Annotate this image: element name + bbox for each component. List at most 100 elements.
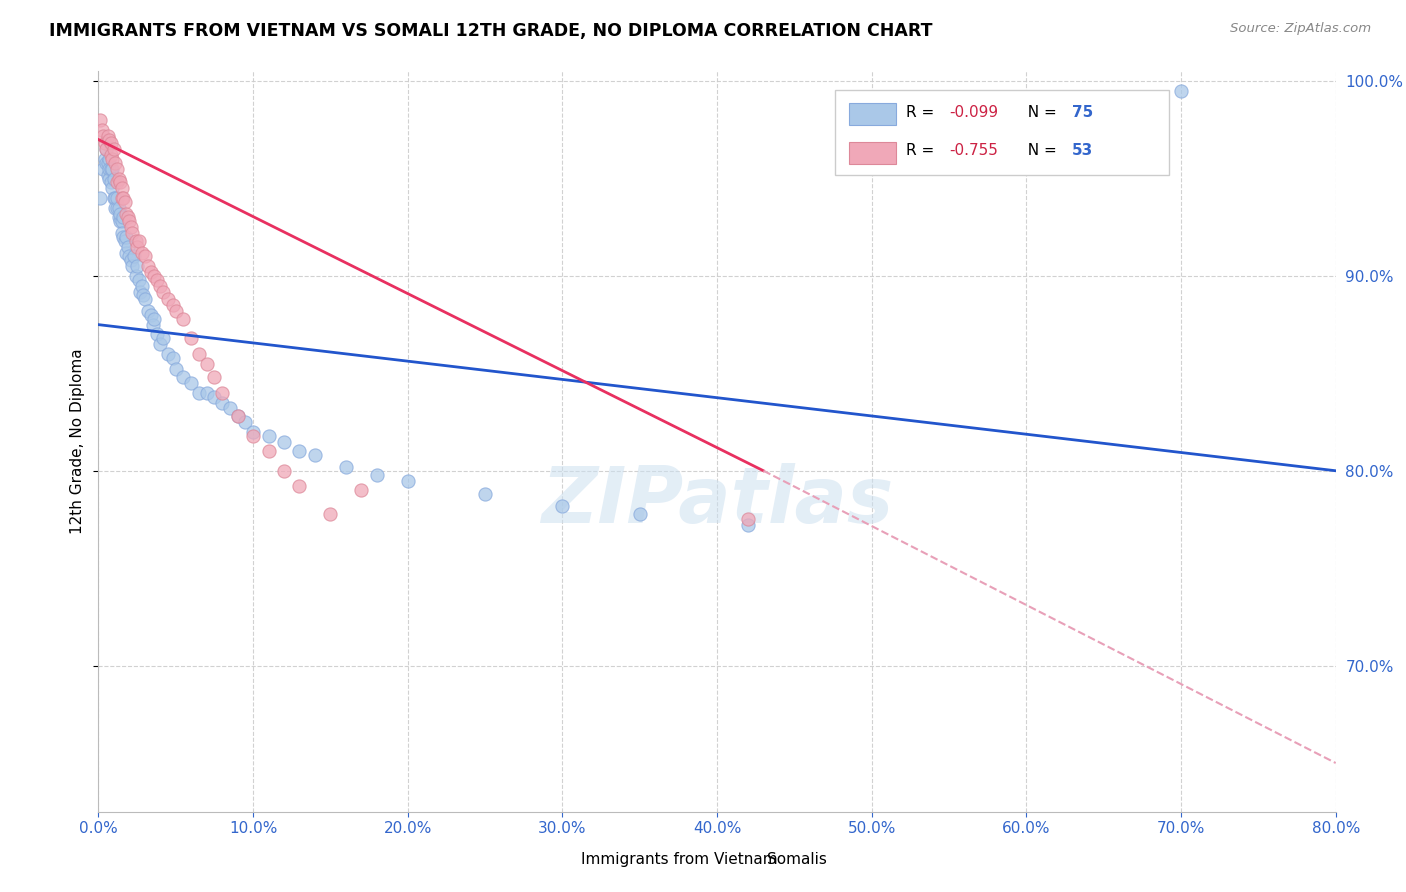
Point xyxy=(132,288,155,302)
Point xyxy=(129,285,152,299)
Point xyxy=(100,161,122,176)
Point xyxy=(112,191,135,205)
Point xyxy=(146,273,169,287)
Point xyxy=(103,191,125,205)
Point xyxy=(162,298,184,312)
Point xyxy=(117,211,139,225)
Point xyxy=(165,362,187,376)
Point xyxy=(157,293,180,307)
Point xyxy=(551,499,574,513)
Point xyxy=(180,376,202,390)
Point xyxy=(104,191,127,205)
Point xyxy=(120,220,142,235)
Point xyxy=(127,259,149,273)
Point xyxy=(273,434,295,449)
Point xyxy=(173,370,195,384)
Point xyxy=(288,479,311,493)
Point xyxy=(304,448,326,462)
Point xyxy=(105,161,128,176)
Point xyxy=(157,347,180,361)
Text: N =: N = xyxy=(1018,143,1062,158)
Point xyxy=(120,253,142,268)
Point xyxy=(128,273,150,287)
Text: N =: N = xyxy=(1018,104,1062,120)
Point xyxy=(350,483,373,498)
Point xyxy=(121,259,143,273)
Point xyxy=(111,214,134,228)
Point xyxy=(98,171,121,186)
Point xyxy=(319,507,342,521)
Point xyxy=(226,409,249,424)
Point xyxy=(188,385,211,400)
Point xyxy=(107,171,129,186)
Text: 75: 75 xyxy=(1073,104,1094,120)
Point xyxy=(127,240,149,254)
Point xyxy=(188,347,211,361)
Point xyxy=(152,331,174,345)
Point xyxy=(136,304,159,318)
Point xyxy=(1170,84,1192,98)
Point xyxy=(366,467,388,482)
Text: -0.755: -0.755 xyxy=(949,143,998,158)
Point xyxy=(121,226,143,240)
Point xyxy=(737,512,759,526)
Point xyxy=(97,156,120,170)
Point xyxy=(139,308,162,322)
Point xyxy=(114,194,136,209)
Point xyxy=(737,518,759,533)
Point xyxy=(134,293,156,307)
Point xyxy=(111,181,134,195)
Point xyxy=(105,175,128,190)
Point xyxy=(89,191,111,205)
Text: -0.099: -0.099 xyxy=(949,104,998,120)
Point xyxy=(124,268,146,283)
Bar xyxy=(849,142,897,164)
Point xyxy=(101,181,124,195)
Point xyxy=(105,201,128,215)
Point xyxy=(105,191,128,205)
Point xyxy=(103,171,125,186)
Y-axis label: 12th Grade, No Diploma: 12th Grade, No Diploma xyxy=(70,349,86,534)
Point xyxy=(96,142,118,156)
Point xyxy=(107,211,129,225)
Point xyxy=(149,337,172,351)
Point xyxy=(115,206,138,220)
Point xyxy=(101,161,124,176)
Point xyxy=(98,132,121,146)
Point xyxy=(118,249,141,263)
Point xyxy=(257,444,280,458)
Point xyxy=(117,240,139,254)
Point xyxy=(104,156,127,170)
Point xyxy=(108,175,131,190)
Text: Source: ZipAtlas.com: Source: ZipAtlas.com xyxy=(1230,22,1371,36)
Point xyxy=(89,113,111,128)
Bar xyxy=(849,103,897,126)
Point xyxy=(103,142,125,156)
Point xyxy=(122,249,145,263)
Point xyxy=(124,234,146,248)
Text: Immigrants from Vietnam: Immigrants from Vietnam xyxy=(581,853,778,867)
Point xyxy=(93,136,115,151)
Point xyxy=(115,245,138,260)
Point xyxy=(98,152,121,166)
Point xyxy=(396,474,419,488)
Point xyxy=(100,175,122,190)
Point xyxy=(211,385,233,400)
Point xyxy=(97,128,120,143)
Point xyxy=(108,206,131,220)
Point xyxy=(235,415,257,429)
Point xyxy=(114,234,136,248)
Point xyxy=(474,487,496,501)
Text: R =: R = xyxy=(907,143,939,158)
Point xyxy=(134,249,156,263)
Point xyxy=(97,168,120,182)
Point xyxy=(100,148,122,162)
Bar xyxy=(537,850,575,871)
Point xyxy=(180,331,202,345)
Text: Somalis: Somalis xyxy=(766,853,827,867)
Point xyxy=(273,464,295,478)
Point xyxy=(195,385,218,400)
Point xyxy=(111,191,134,205)
Point xyxy=(226,409,249,424)
Point xyxy=(104,201,127,215)
